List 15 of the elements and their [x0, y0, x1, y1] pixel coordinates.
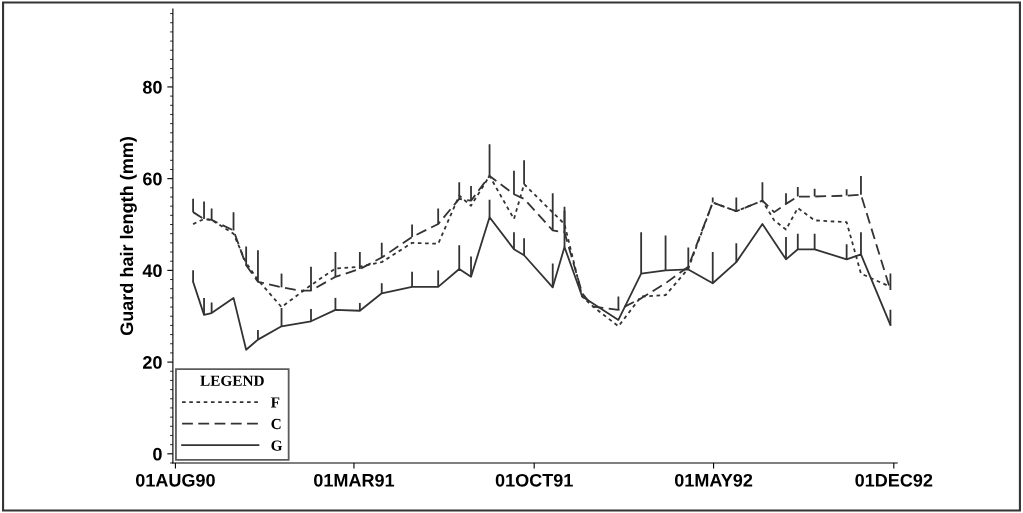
y-tick-label: 80: [142, 80, 162, 94]
x-tick-label: 01MAY92: [674, 473, 753, 487]
y-tick-label: 40: [142, 264, 162, 278]
x-tick-label: 01OCT91: [495, 473, 573, 487]
x-tick-label: 01MAR91: [314, 473, 395, 487]
legend-label: G: [271, 440, 283, 451]
x-tick-label: 01DEC92: [855, 473, 933, 487]
y-tick-label: 20: [143, 356, 162, 369]
legend-title: LEGEND: [200, 375, 264, 386]
legend-label: C: [271, 418, 281, 430]
x-tick-label: 01AUG90: [135, 473, 215, 487]
y-axis-title: Guard hair length (mm): [119, 137, 137, 336]
legend-label: F: [270, 397, 280, 408]
y-tick-label: 0: [153, 447, 162, 461]
y-tick-label: 60: [143, 172, 162, 186]
